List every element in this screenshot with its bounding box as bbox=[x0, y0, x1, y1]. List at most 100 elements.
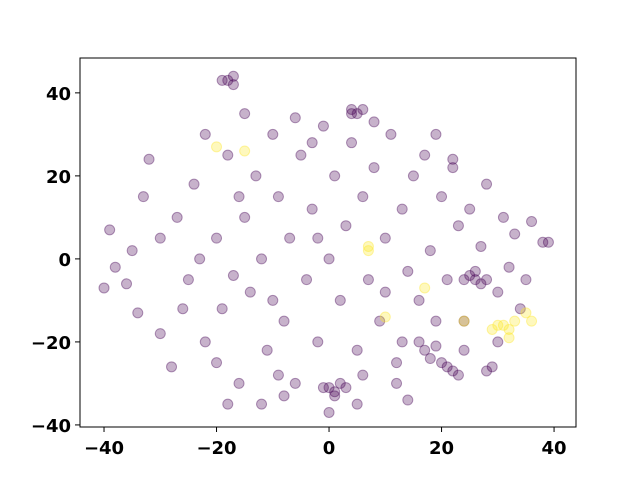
point bbox=[464, 203, 476, 215]
point bbox=[509, 315, 521, 327]
point bbox=[227, 79, 239, 91]
point bbox=[222, 74, 234, 86]
point bbox=[430, 340, 442, 352]
point bbox=[334, 377, 346, 389]
point bbox=[317, 120, 329, 132]
point bbox=[295, 149, 307, 161]
point bbox=[267, 294, 279, 306]
point bbox=[177, 303, 189, 315]
point bbox=[166, 361, 178, 373]
point bbox=[211, 141, 223, 153]
point bbox=[233, 377, 245, 389]
point bbox=[306, 137, 318, 149]
x-tick-label: 40 bbox=[542, 438, 567, 459]
y-tick-label: −20 bbox=[31, 333, 71, 354]
point bbox=[351, 398, 363, 410]
point bbox=[306, 203, 318, 215]
point bbox=[424, 353, 436, 365]
point bbox=[407, 170, 419, 182]
point bbox=[424, 245, 436, 257]
point bbox=[374, 315, 386, 327]
point bbox=[227, 269, 239, 281]
point bbox=[278, 315, 290, 327]
point bbox=[402, 265, 414, 277]
point bbox=[289, 112, 301, 124]
point bbox=[542, 236, 554, 248]
point bbox=[481, 178, 493, 190]
point bbox=[346, 137, 358, 149]
point bbox=[481, 274, 493, 286]
point bbox=[475, 278, 487, 290]
point bbox=[497, 211, 509, 223]
point bbox=[526, 216, 538, 228]
point bbox=[188, 178, 200, 190]
point bbox=[301, 274, 313, 286]
point bbox=[126, 245, 138, 257]
point bbox=[520, 274, 532, 286]
point bbox=[497, 319, 509, 331]
point bbox=[458, 274, 470, 286]
y-tick-label: 40 bbox=[46, 84, 71, 105]
point bbox=[109, 261, 121, 273]
x-tick-label: 20 bbox=[429, 438, 454, 459]
point bbox=[441, 274, 453, 286]
point bbox=[256, 398, 268, 410]
point bbox=[121, 278, 133, 290]
point bbox=[222, 398, 234, 410]
point bbox=[402, 394, 414, 406]
point bbox=[430, 128, 442, 140]
point bbox=[475, 240, 487, 252]
point bbox=[278, 390, 290, 402]
point bbox=[334, 294, 346, 306]
point bbox=[357, 191, 369, 203]
point bbox=[368, 162, 380, 174]
point bbox=[239, 108, 251, 120]
point bbox=[537, 236, 549, 248]
point bbox=[486, 323, 498, 335]
point bbox=[239, 211, 251, 223]
point bbox=[447, 365, 459, 377]
point bbox=[385, 128, 397, 140]
point bbox=[256, 253, 268, 265]
point bbox=[379, 311, 391, 323]
point bbox=[464, 269, 476, 281]
point bbox=[492, 319, 504, 331]
point bbox=[492, 286, 504, 298]
point bbox=[362, 240, 374, 252]
point bbox=[244, 286, 256, 298]
point bbox=[458, 315, 470, 327]
point bbox=[329, 386, 341, 398]
point bbox=[379, 286, 391, 298]
point bbox=[137, 191, 149, 203]
point bbox=[441, 361, 453, 373]
point bbox=[132, 307, 144, 319]
point bbox=[272, 191, 284, 203]
point bbox=[216, 303, 228, 315]
point bbox=[413, 336, 425, 348]
x-tick-label: −40 bbox=[84, 438, 124, 459]
point bbox=[396, 203, 408, 215]
point bbox=[222, 149, 234, 161]
point bbox=[182, 274, 194, 286]
point bbox=[312, 336, 324, 348]
point bbox=[261, 344, 273, 356]
point bbox=[458, 315, 470, 327]
point bbox=[458, 344, 470, 356]
point bbox=[329, 170, 341, 182]
point bbox=[199, 336, 211, 348]
point bbox=[351, 344, 363, 356]
point bbox=[452, 369, 464, 381]
point bbox=[340, 382, 352, 394]
point bbox=[396, 336, 408, 348]
point bbox=[329, 390, 341, 402]
point bbox=[503, 261, 515, 273]
point bbox=[216, 74, 228, 86]
point bbox=[211, 232, 223, 244]
point bbox=[486, 361, 498, 373]
point bbox=[227, 70, 239, 82]
point bbox=[143, 153, 155, 165]
point bbox=[447, 153, 459, 165]
point bbox=[272, 369, 284, 381]
point bbox=[526, 315, 538, 327]
